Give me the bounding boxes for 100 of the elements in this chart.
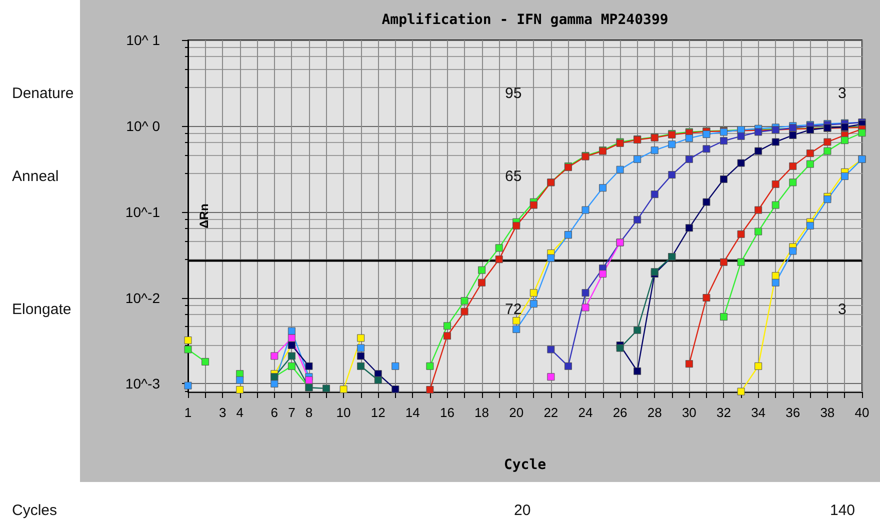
point	[288, 327, 296, 335]
point	[858, 129, 866, 137]
point	[737, 258, 745, 266]
point	[426, 386, 434, 394]
x-tick-label: 3	[218, 405, 226, 420]
point	[772, 138, 780, 146]
annotation: 95	[505, 85, 522, 102]
point	[685, 224, 693, 232]
text: Anneal	[12, 168, 59, 185]
point	[270, 380, 278, 388]
point	[530, 289, 538, 297]
point	[737, 159, 745, 167]
annotation: 3	[838, 301, 846, 318]
point	[443, 322, 451, 330]
x-tick-label: 36	[786, 405, 800, 420]
x-tick-label: 22	[544, 405, 558, 420]
point	[340, 386, 348, 394]
point	[702, 198, 710, 206]
point	[772, 201, 780, 209]
x-tick-label: 18	[474, 405, 490, 420]
point	[685, 360, 693, 368]
x-axis-title: Cycle	[504, 457, 546, 473]
point	[737, 132, 745, 140]
point	[322, 384, 330, 392]
point	[754, 206, 762, 214]
point	[288, 362, 296, 370]
x-tick-label: 1	[184, 405, 192, 420]
point	[236, 376, 244, 384]
point	[478, 266, 486, 274]
point	[772, 272, 780, 280]
point	[495, 256, 503, 264]
x-tick-label: 6	[270, 405, 278, 420]
x-tick-label: 34	[751, 405, 766, 420]
annotation: 3	[838, 85, 846, 102]
x-tick-label: 24	[578, 405, 593, 420]
point	[824, 138, 832, 146]
point	[702, 130, 710, 138]
point	[374, 376, 382, 384]
point	[824, 147, 832, 155]
point	[806, 222, 814, 230]
y-tick-label: 10^ 1	[126, 32, 160, 48]
point	[634, 367, 642, 375]
point	[460, 308, 468, 316]
y-tick-label: 10^-3	[125, 376, 160, 392]
point	[789, 131, 797, 139]
point	[616, 166, 624, 174]
annotation: 65	[505, 168, 522, 185]
point	[305, 376, 313, 384]
point	[184, 336, 192, 344]
point	[616, 344, 624, 352]
x-tick-label: 12	[370, 405, 386, 420]
x-tick-label: 20	[509, 405, 524, 420]
annotation: 72	[505, 301, 522, 318]
point	[530, 300, 538, 308]
point	[668, 140, 676, 148]
x-tick-label: 14	[405, 405, 420, 420]
point	[270, 352, 278, 360]
point	[202, 358, 210, 366]
x-tick-label: 16	[440, 405, 454, 420]
point	[357, 362, 365, 370]
point	[443, 332, 451, 340]
x-tick-label: 4	[236, 405, 244, 420]
point	[668, 171, 676, 179]
point	[547, 373, 555, 381]
x-tick-label: 32	[716, 405, 731, 420]
point	[512, 325, 520, 333]
point	[720, 258, 728, 266]
point	[547, 346, 555, 354]
point	[512, 222, 520, 230]
point	[720, 313, 728, 321]
point	[288, 352, 296, 360]
point	[599, 184, 607, 192]
point	[392, 362, 400, 370]
x-tick-label: 26	[612, 405, 628, 420]
point	[720, 137, 728, 145]
point	[512, 316, 520, 324]
point	[357, 352, 365, 360]
point	[392, 386, 400, 394]
point	[547, 254, 555, 262]
x-tick-label: 7	[288, 405, 296, 420]
point	[840, 172, 848, 180]
point	[840, 136, 848, 144]
point	[806, 160, 814, 168]
point	[426, 362, 434, 370]
point	[288, 334, 296, 342]
point	[737, 230, 745, 238]
y-tick-label: 10^-1	[125, 204, 160, 220]
point	[357, 334, 365, 342]
text: 20	[514, 502, 531, 519]
point	[650, 190, 658, 198]
point	[495, 244, 503, 252]
point	[634, 326, 642, 334]
y-tick-label: 10^ 0	[126, 118, 160, 134]
point	[184, 382, 192, 390]
point	[305, 362, 313, 370]
x-tick-label: 10	[336, 405, 351, 420]
text: 140	[830, 502, 856, 519]
point	[357, 344, 365, 352]
point	[754, 147, 762, 155]
point	[460, 297, 468, 305]
